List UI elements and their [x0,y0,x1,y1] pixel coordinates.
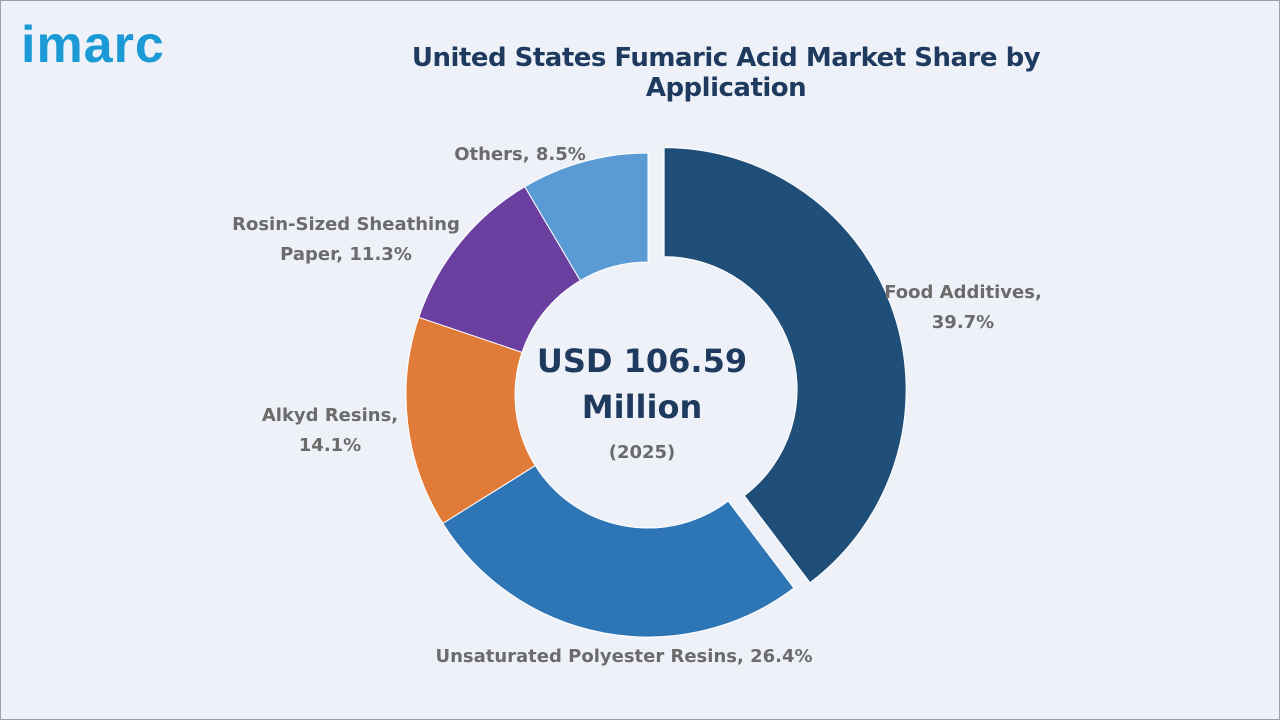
imarc-logo: imarc [21,16,165,74]
chart-title: United States Fumaric Acid Market Share … [411,43,1041,103]
donut-center: USD 106.59 Million (2025) [537,342,747,463]
slice-label-alkyd-resins: Alkyd Resins, 14.1% [262,405,398,456]
center-value-line-1: USD 106.59 [537,342,747,380]
slice-unsaturated-polyester-resins [442,464,795,638]
center-year: (2025) [609,442,676,463]
slice-label-unsaturated-polyester-resins: Unsaturated Polyester Resins, 26.4% [435,646,812,667]
center-value-line-2: Million [582,388,702,426]
slice-food-additives [663,147,907,584]
slice-label-rosin-sized-sheathing-paper: Rosin-Sized Sheathing Paper, 11.3% [232,214,460,265]
slice-labels: Food Additives, 39.7% Unsaturated Polyeste… [232,144,1042,667]
donut-hole [516,263,780,527]
slice-label-others: Others, 8.5% [454,144,586,165]
donut-slices [405,147,907,638]
slice-label-food-additives: Food Additives, 39.7% [884,282,1042,333]
slice-others [524,152,649,282]
